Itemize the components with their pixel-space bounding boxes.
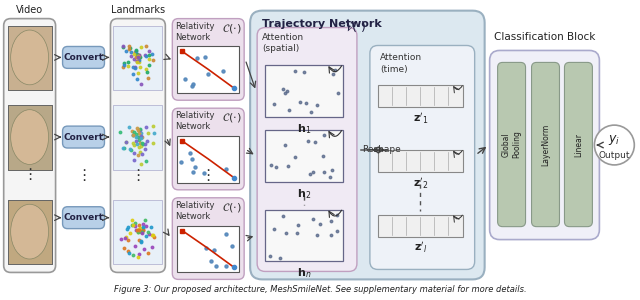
Bar — [8, 26, 52, 90]
Text: Trajectory Network: Trajectory Network — [262, 19, 390, 28]
Ellipse shape — [11, 30, 49, 85]
FancyBboxPatch shape — [250, 11, 484, 279]
Text: Relativity
Network: Relativity Network — [175, 111, 215, 131]
Text: Attention
(spatial): Attention (spatial) — [262, 32, 304, 52]
Text: $\mathbf{z'}_2$: $\mathbf{z'}_2$ — [413, 176, 428, 191]
Bar — [265, 210, 343, 262]
Text: Global
Pooling: Global Pooling — [502, 130, 522, 158]
Ellipse shape — [11, 204, 49, 259]
Text: ⋮: ⋮ — [131, 168, 145, 183]
Text: $\mathbf{h}_2$: $\mathbf{h}_2$ — [297, 187, 311, 201]
Text: LayerNorm: LayerNorm — [541, 123, 550, 166]
FancyBboxPatch shape — [63, 126, 104, 148]
Bar — [113, 105, 163, 170]
Bar — [177, 46, 239, 93]
Bar — [265, 130, 343, 182]
FancyBboxPatch shape — [257, 28, 357, 272]
FancyBboxPatch shape — [172, 19, 244, 100]
Bar — [378, 150, 463, 172]
Bar — [378, 85, 463, 107]
Text: $\mathcal{V}(\cdot)$: $\mathcal{V}(\cdot)$ — [344, 19, 367, 34]
Text: $y_i$: $y_i$ — [608, 133, 620, 147]
Ellipse shape — [11, 110, 49, 164]
Text: Convert: Convert — [63, 53, 104, 62]
FancyBboxPatch shape — [63, 207, 104, 229]
Bar — [8, 200, 52, 265]
Bar — [8, 26, 52, 90]
Text: Output: Output — [598, 152, 630, 160]
FancyBboxPatch shape — [564, 62, 593, 227]
FancyBboxPatch shape — [63, 46, 104, 68]
FancyBboxPatch shape — [4, 19, 56, 272]
Text: Reshape: Reshape — [362, 146, 401, 154]
Bar — [113, 26, 163, 90]
Text: $\mathcal{C}(\cdot)$: $\mathcal{C}(\cdot)$ — [221, 111, 241, 124]
Text: ⋮: ⋮ — [76, 168, 91, 183]
Text: ⋮: ⋮ — [22, 167, 37, 182]
Text: Convert: Convert — [63, 133, 104, 142]
FancyBboxPatch shape — [490, 50, 600, 240]
Bar — [8, 105, 52, 170]
Bar — [265, 65, 343, 117]
Bar — [8, 105, 52, 170]
Text: Figure 3: Our proposed architecture, MeshSmileNet. See supplementary material fo: Figure 3: Our proposed architecture, Mes… — [114, 285, 526, 294]
Text: $\mathbf{h}_1$: $\mathbf{h}_1$ — [297, 122, 311, 136]
Text: Linear: Linear — [574, 133, 583, 157]
Text: $\mathbf{z'}_1$: $\mathbf{z'}_1$ — [413, 111, 428, 126]
Text: Classification Block: Classification Block — [494, 32, 595, 43]
Text: Relativity
Network: Relativity Network — [175, 22, 215, 42]
Bar — [378, 215, 463, 237]
FancyBboxPatch shape — [532, 62, 559, 227]
Text: $\mathbf{z'}_l$: $\mathbf{z'}_l$ — [413, 241, 427, 255]
Bar — [177, 226, 239, 272]
Text: Convert: Convert — [63, 213, 104, 222]
Bar — [8, 200, 52, 265]
Circle shape — [595, 125, 634, 165]
Text: Attention
(time): Attention (time) — [380, 53, 422, 74]
FancyBboxPatch shape — [172, 108, 244, 190]
Bar — [113, 200, 163, 265]
FancyBboxPatch shape — [111, 19, 165, 272]
Text: $\mathbf{h}_n$: $\mathbf{h}_n$ — [297, 266, 311, 280]
Text: Landmarks: Landmarks — [111, 4, 165, 15]
FancyBboxPatch shape — [498, 62, 525, 227]
Text: $\mathcal{C}(\cdot)$: $\mathcal{C}(\cdot)$ — [221, 22, 241, 34]
Text: ⋮: ⋮ — [200, 168, 216, 183]
FancyBboxPatch shape — [172, 198, 244, 279]
Bar — [177, 136, 239, 183]
Text: Relativity
Network: Relativity Network — [175, 201, 215, 221]
Text: Video: Video — [16, 4, 43, 15]
FancyBboxPatch shape — [370, 46, 475, 269]
Text: $\mathcal{C}(\cdot)$: $\mathcal{C}(\cdot)$ — [221, 201, 241, 214]
